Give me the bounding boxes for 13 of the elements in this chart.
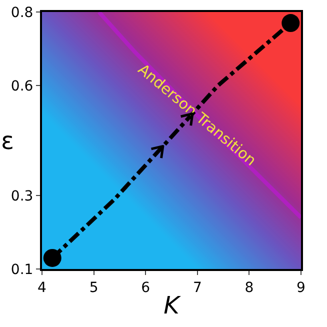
y-axis-title: ε	[1, 127, 14, 155]
y-tick-label: 0.8	[10, 4, 34, 21]
x-tick-label: 6	[141, 280, 150, 296]
line-series	[96, 12, 301, 220]
y-tick-label: 0.1	[10, 262, 34, 278]
x-tick-label: 8	[244, 280, 254, 296]
y-tick-label: 0.3	[10, 188, 34, 204]
x-tick-label: 5	[89, 280, 98, 296]
x-tick-label: 9	[296, 280, 306, 296]
y-tick-label: 0.6	[10, 78, 34, 94]
x-axis-title: K	[164, 292, 182, 320]
x-tick-label: 7	[192, 280, 202, 296]
x-tick-label: 4	[38, 280, 47, 296]
